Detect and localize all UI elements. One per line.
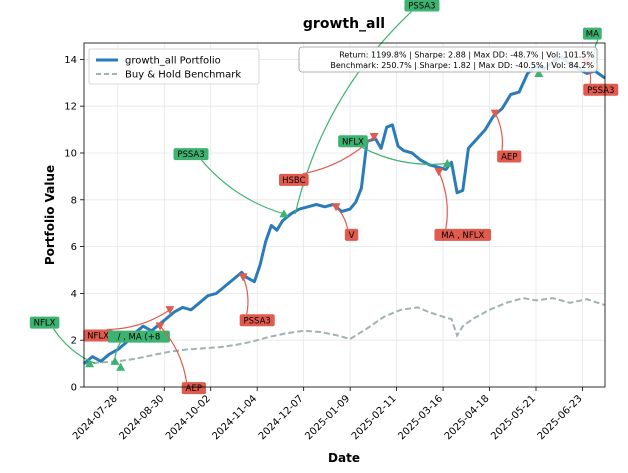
- annotation-box: [344, 228, 359, 241]
- annotation-box: [239, 314, 275, 327]
- annotation-box: [404, 0, 440, 12]
- y-tick-label: 14: [64, 55, 77, 66]
- buy-marker: [279, 209, 289, 218]
- x-axis-label: Date: [328, 451, 360, 465]
- portfolio-line: [83, 55, 606, 365]
- annotation-label: PSSA3: [408, 2, 435, 12]
- trade-annotation: AEP: [159, 325, 206, 395]
- annotation-arrow: [494, 112, 503, 151]
- sell-marker: [490, 109, 500, 118]
- sell-marker: [331, 203, 341, 212]
- trade-annotation: NFLX: [83, 309, 171, 342]
- annotation-arrow: [438, 171, 448, 229]
- y-tick-label: 12: [64, 102, 77, 113]
- chart-title: growth_all: [303, 16, 385, 32]
- buy-marker: [116, 362, 126, 371]
- annotation-layer: PSSA3 MA NFLX NFLX / , MA (+8 AEP PSSA3 PSSA3 HS…: [29, 0, 619, 395]
- annotation-box: [582, 27, 602, 40]
- portfolio-series: [83, 55, 606, 365]
- annotation-box: [83, 329, 113, 342]
- annotation-label: PSSA3: [244, 316, 271, 326]
- annotation-box: [338, 135, 368, 148]
- sell-marker: [165, 306, 175, 315]
- trade-annotation: MA , NFLX: [434, 171, 492, 241]
- benchmark-series: [83, 297, 606, 365]
- annotation-arrow: [302, 136, 375, 175]
- annotation-box: [181, 382, 206, 395]
- stats-portfolio-line: Return: 1199.8% | Sharpe: 2.88 | Max DD:…: [339, 51, 594, 60]
- annotation-arrow: [201, 159, 285, 215]
- annotation-arrow: [361, 146, 448, 165]
- buy-marker: [110, 356, 120, 365]
- trade-annotation: AEP: [494, 112, 522, 163]
- trade-annotation: PSSA3: [173, 148, 285, 215]
- annotation-label: AEP: [186, 384, 202, 394]
- legend-box: [88, 48, 260, 85]
- annotation-arrow: [242, 276, 249, 315]
- annotation-box: [434, 228, 492, 241]
- sell-marker: [238, 273, 248, 282]
- buy-marker: [442, 159, 452, 168]
- y-tick-label: 0: [71, 383, 77, 394]
- annotation-label: V: [349, 231, 355, 241]
- legend: growth_all Portfolio Buy & Hold Benchmar…: [88, 48, 260, 85]
- annotation-label: PSSA3: [177, 150, 204, 160]
- annotation-label: NFLX: [342, 137, 364, 147]
- sell-marker: [155, 322, 165, 331]
- annotation-label: NFLX: [87, 332, 109, 342]
- annotation-arrow: [159, 325, 188, 383]
- y-tick-label: 8: [71, 195, 77, 206]
- annotation-box: [107, 330, 170, 343]
- trade-annotation: HSBC: [279, 136, 375, 186]
- stats-box: Return: 1199.8% | Sharpe: 2.88 | Max DD:…: [298, 46, 598, 73]
- annotation-label: MA , NFLX: [441, 231, 484, 241]
- annotation-label: AEP: [501, 152, 517, 162]
- annotation-label: PSSA3: [587, 86, 614, 96]
- trade-annotation: NFLX: [338, 135, 448, 165]
- y-tick-label: 10: [64, 148, 77, 159]
- annotation-box: [279, 173, 309, 186]
- annotation-label: MA: [586, 30, 599, 40]
- plot-frame: [83, 42, 606, 388]
- stats-box-frame: [298, 46, 598, 73]
- legend-label-benchmark: Buy & Hold Benchmark: [125, 70, 241, 81]
- buy-marker: [85, 359, 95, 368]
- y-tick-label: 2: [71, 336, 77, 347]
- annotation-box: [29, 316, 60, 329]
- y-tick-label: 4: [71, 289, 77, 300]
- annotation-box: [497, 150, 522, 163]
- buy-marker: [534, 68, 544, 78]
- trade-annotation: PSSA3: [239, 276, 275, 327]
- sell-marker: [369, 133, 379, 142]
- annotation-label: NFLX: [34, 319, 56, 329]
- legend-label-portfolio: growth_all Portfolio: [125, 56, 221, 67]
- stats-benchmark-line: Benchmark: 250.7% | Sharpe: 1.82 | Max D…: [330, 61, 594, 70]
- sell-marker: [434, 168, 444, 177]
- annotation-arrow: [106, 309, 171, 331]
- y-tick-label: 6: [71, 242, 77, 253]
- benchmark-line: [83, 297, 606, 365]
- annotation-box: [583, 83, 619, 96]
- annotation-label: / , MA (+8: [118, 333, 161, 343]
- annotation-box: [173, 148, 209, 161]
- y-axis-label: Portfolio Value: [43, 165, 57, 265]
- annotation-label: HSBC: [282, 176, 305, 186]
